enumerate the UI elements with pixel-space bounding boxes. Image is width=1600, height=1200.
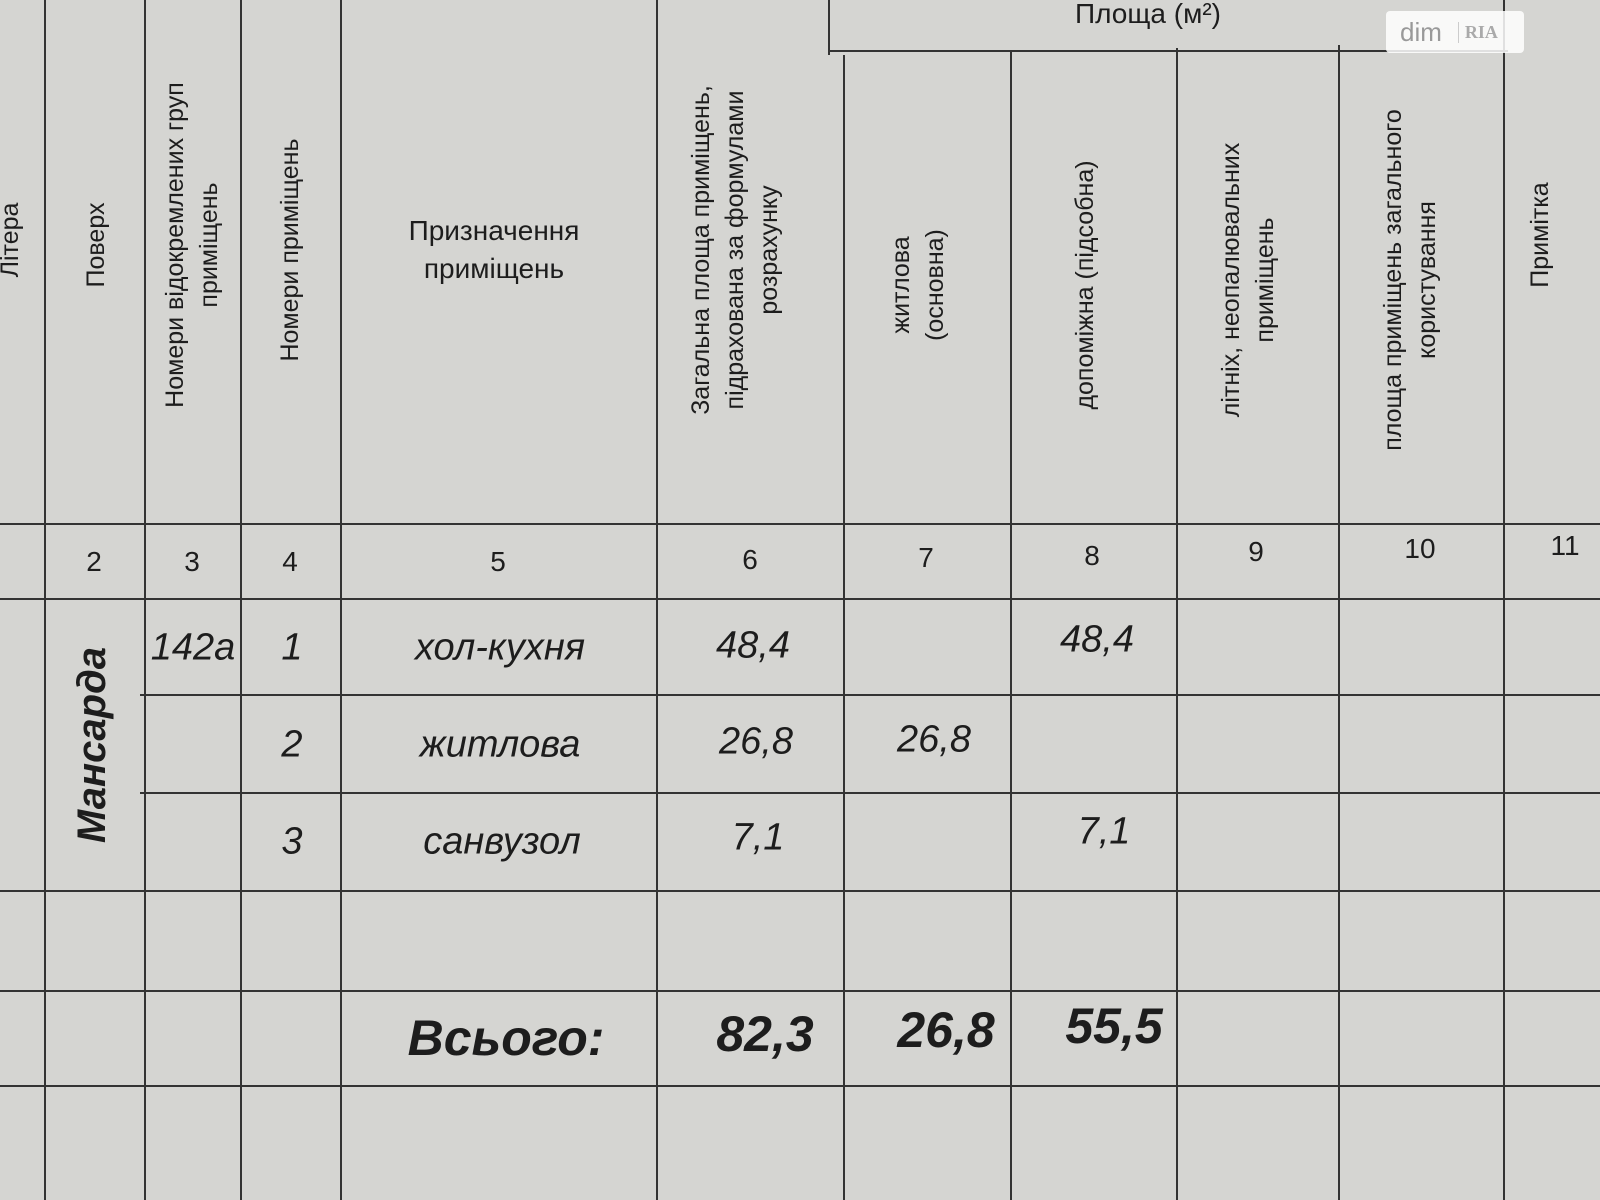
grid-line (140, 792, 1600, 794)
column-number: 5 (490, 546, 506, 577)
grid-line (0, 598, 1600, 600)
column-number: 10 (1404, 533, 1436, 564)
column-number: 3 (184, 546, 200, 577)
column-header: житлова (основна) (887, 229, 949, 341)
column-header: Призначення приміщень (408, 215, 580, 284)
grid-line (240, 0, 242, 1200)
grid-line (0, 1085, 1600, 1087)
column-number: 6 (742, 544, 758, 575)
column-header: Номери приміщень (276, 138, 304, 362)
column-header: Примітка (1526, 182, 1554, 288)
column-header: Літера (0, 202, 24, 278)
grid-line (0, 890, 1600, 892)
grid-line (340, 0, 342, 1200)
grid-line (1503, 0, 1505, 1200)
column-number: 2 (86, 546, 102, 577)
column-header: площа приміщень загального користування (1379, 109, 1441, 451)
floor-cell: Мансарда (70, 646, 114, 844)
room-living-area: 26,8 (897, 718, 971, 761)
grid-line (656, 0, 658, 1200)
grid-line (144, 0, 146, 1200)
ria-logo-icon: RIA (1457, 21, 1498, 43)
grid-line (0, 990, 1600, 992)
room-auxiliary-area: 7,1 (1077, 810, 1131, 853)
totals-living-area: 26,8 (897, 1002, 995, 1058)
grid-line (44, 0, 46, 1200)
column-header: Номери відокремлених груп приміщень (161, 82, 223, 408)
room-total-area: 26,8 (719, 720, 793, 763)
room-total-area: 48,4 (716, 624, 790, 667)
room-number: 2 (281, 723, 303, 766)
grid-line (828, 50, 1508, 52)
column-header: літніх, неопалювальних приміщень (1217, 142, 1279, 418)
room-purpose: хол-кухня (414, 626, 586, 669)
room-number: 3 (281, 820, 303, 863)
watermark-text: dim (1400, 16, 1442, 47)
column-header: Поверх (82, 202, 110, 288)
grid-line (843, 55, 845, 1200)
grid-line (0, 523, 1600, 525)
room-total-area: 7,1 (731, 816, 785, 859)
room-number: 1 (281, 626, 303, 669)
column-number: 7 (918, 542, 934, 573)
grid-line (1176, 48, 1178, 1200)
grid-line (140, 694, 1600, 696)
group-cell: 142а (150, 626, 236, 669)
grid-line (1010, 50, 1012, 1200)
grid-line (1338, 45, 1340, 1200)
room-purpose: житлова (419, 723, 581, 766)
column-number: 9 (1248, 536, 1264, 567)
grid-line (828, 0, 830, 55)
column-header: допоміжна (підсобна) (1071, 160, 1099, 410)
room-purpose: санвузол (423, 820, 581, 863)
column-number: 8 (1084, 540, 1100, 571)
totals-auxiliary-area: 55,5 (1065, 998, 1163, 1054)
column-number: 4 (282, 546, 298, 577)
column-number: 11 (1550, 530, 1580, 561)
room-auxiliary-area: 48,4 (1060, 618, 1134, 661)
dimria-watermark: dim RIA (1386, 11, 1524, 53)
area-group-header: Площа (м²) (1075, 0, 1221, 29)
column-header: Загальна площа приміщень, підрахована за… (687, 85, 783, 415)
totals-label: Всього: (407, 1010, 605, 1066)
totals-total-area: 82,3 (716, 1006, 814, 1062)
